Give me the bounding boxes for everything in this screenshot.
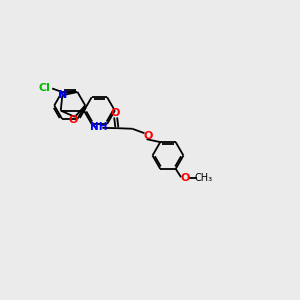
- Text: O: O: [69, 116, 78, 125]
- Text: O: O: [180, 173, 190, 183]
- Text: O: O: [143, 131, 152, 141]
- Text: CH₃: CH₃: [194, 173, 212, 183]
- Text: O: O: [111, 108, 120, 118]
- Text: Cl: Cl: [39, 83, 51, 93]
- Text: N: N: [58, 90, 67, 100]
- Text: NH: NH: [90, 122, 108, 132]
